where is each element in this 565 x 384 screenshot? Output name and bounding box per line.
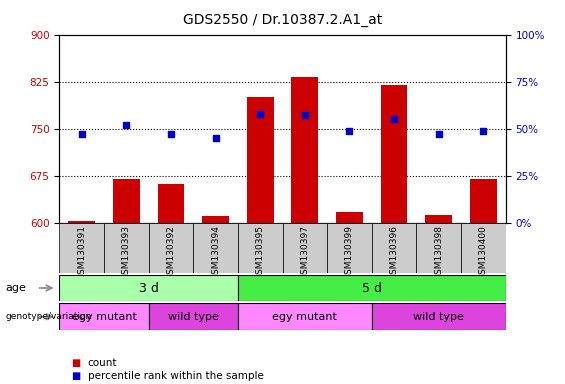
FancyBboxPatch shape xyxy=(104,223,149,273)
Text: 3 d: 3 d xyxy=(138,281,159,295)
Bar xyxy=(68,222,95,223)
Text: GSM130397: GSM130397 xyxy=(301,225,309,280)
FancyBboxPatch shape xyxy=(149,303,238,330)
Text: count: count xyxy=(88,358,117,368)
Bar xyxy=(425,215,452,223)
FancyBboxPatch shape xyxy=(327,223,372,273)
Text: GSM130396: GSM130396 xyxy=(390,225,398,280)
FancyBboxPatch shape xyxy=(461,223,506,273)
FancyBboxPatch shape xyxy=(416,223,461,273)
Text: GSM130400: GSM130400 xyxy=(479,225,488,280)
FancyBboxPatch shape xyxy=(59,275,238,301)
Bar xyxy=(158,184,184,223)
Text: GSM130394: GSM130394 xyxy=(211,225,220,280)
Bar xyxy=(113,179,140,223)
Text: percentile rank within the sample: percentile rank within the sample xyxy=(88,371,263,381)
Point xyxy=(255,111,264,117)
Text: GSM130393: GSM130393 xyxy=(122,225,131,280)
Text: genotype/variation: genotype/variation xyxy=(6,312,92,321)
FancyBboxPatch shape xyxy=(238,223,282,273)
Text: GDS2550 / Dr.10387.2.A1_at: GDS2550 / Dr.10387.2.A1_at xyxy=(183,13,382,27)
Bar xyxy=(381,85,407,223)
FancyBboxPatch shape xyxy=(372,303,506,330)
Point xyxy=(122,122,131,128)
Text: GSM130398: GSM130398 xyxy=(434,225,443,280)
Text: 5 d: 5 d xyxy=(362,281,382,295)
Bar xyxy=(292,77,318,223)
FancyBboxPatch shape xyxy=(238,303,372,330)
Text: age: age xyxy=(6,283,27,293)
Point xyxy=(434,131,444,137)
Point xyxy=(301,113,310,119)
Point xyxy=(345,127,354,134)
FancyBboxPatch shape xyxy=(372,223,416,273)
Bar xyxy=(202,217,229,223)
FancyBboxPatch shape xyxy=(59,303,149,330)
Text: GSM130392: GSM130392 xyxy=(167,225,175,280)
FancyBboxPatch shape xyxy=(149,223,193,273)
Text: GSM130391: GSM130391 xyxy=(77,225,86,280)
Bar xyxy=(336,212,363,223)
Text: egy mutant: egy mutant xyxy=(272,312,337,322)
Text: ■: ■ xyxy=(71,371,80,381)
Text: GSM130399: GSM130399 xyxy=(345,225,354,280)
FancyBboxPatch shape xyxy=(238,275,506,301)
Bar xyxy=(470,179,497,223)
Bar xyxy=(247,97,273,223)
Text: ■: ■ xyxy=(71,358,80,368)
FancyBboxPatch shape xyxy=(193,223,238,273)
FancyBboxPatch shape xyxy=(59,223,104,273)
FancyBboxPatch shape xyxy=(282,223,327,273)
Point xyxy=(211,135,220,141)
Text: wild type: wild type xyxy=(168,312,219,322)
Text: egy mutant: egy mutant xyxy=(72,312,136,322)
Point xyxy=(77,131,86,137)
Point xyxy=(167,131,176,137)
Text: wild type: wild type xyxy=(413,312,464,322)
Point xyxy=(390,116,399,122)
Text: GSM130395: GSM130395 xyxy=(256,225,264,280)
Point xyxy=(479,127,488,134)
